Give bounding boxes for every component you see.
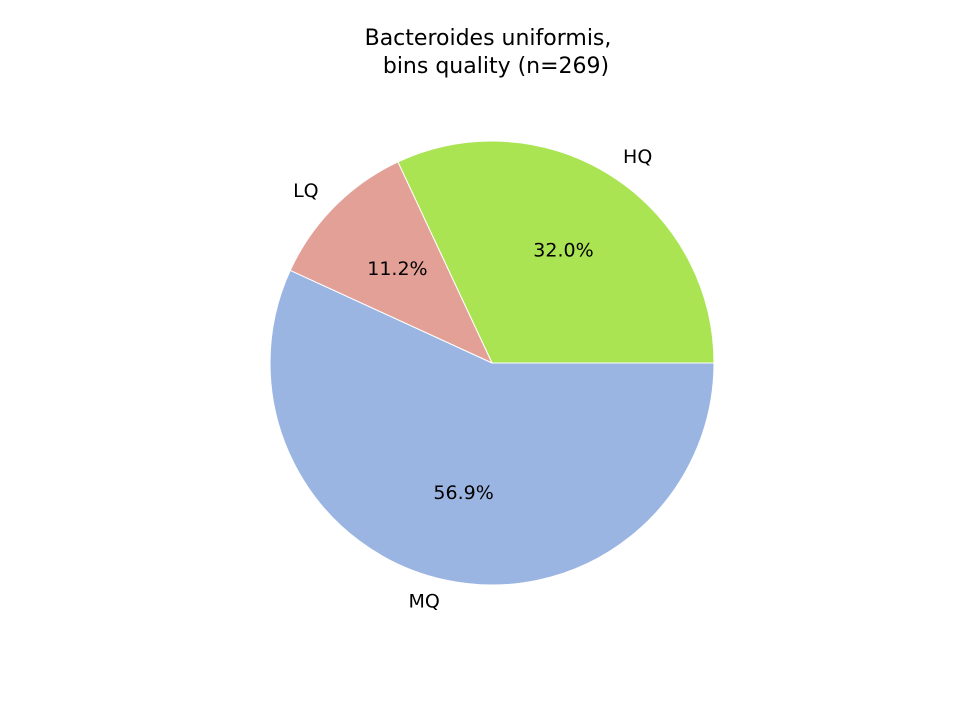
slice-percent-mq: 56.9% [433, 482, 493, 504]
slice-label-mq: MQ [409, 591, 440, 613]
slice-label-hq: HQ [623, 146, 652, 168]
pie-slices [269, 140, 715, 586]
chart-title-line-2: bins quality (n=269) [383, 54, 609, 79]
pie-labels: HQ 32.0% LQ 11.2% MQ 56.9% [293, 146, 652, 613]
pie-slice-lq [289, 161, 494, 365]
slice-percent-lq: 11.2% [367, 258, 427, 280]
slice-percent-hq: 32.0% [533, 240, 593, 262]
chart-title-line-1: Bacteroides uniformis, [365, 26, 612, 51]
slice-label-lq: LQ [293, 180, 319, 202]
pie-slice-hq [397, 140, 715, 364]
pie-slice-mq [269, 269, 715, 586]
